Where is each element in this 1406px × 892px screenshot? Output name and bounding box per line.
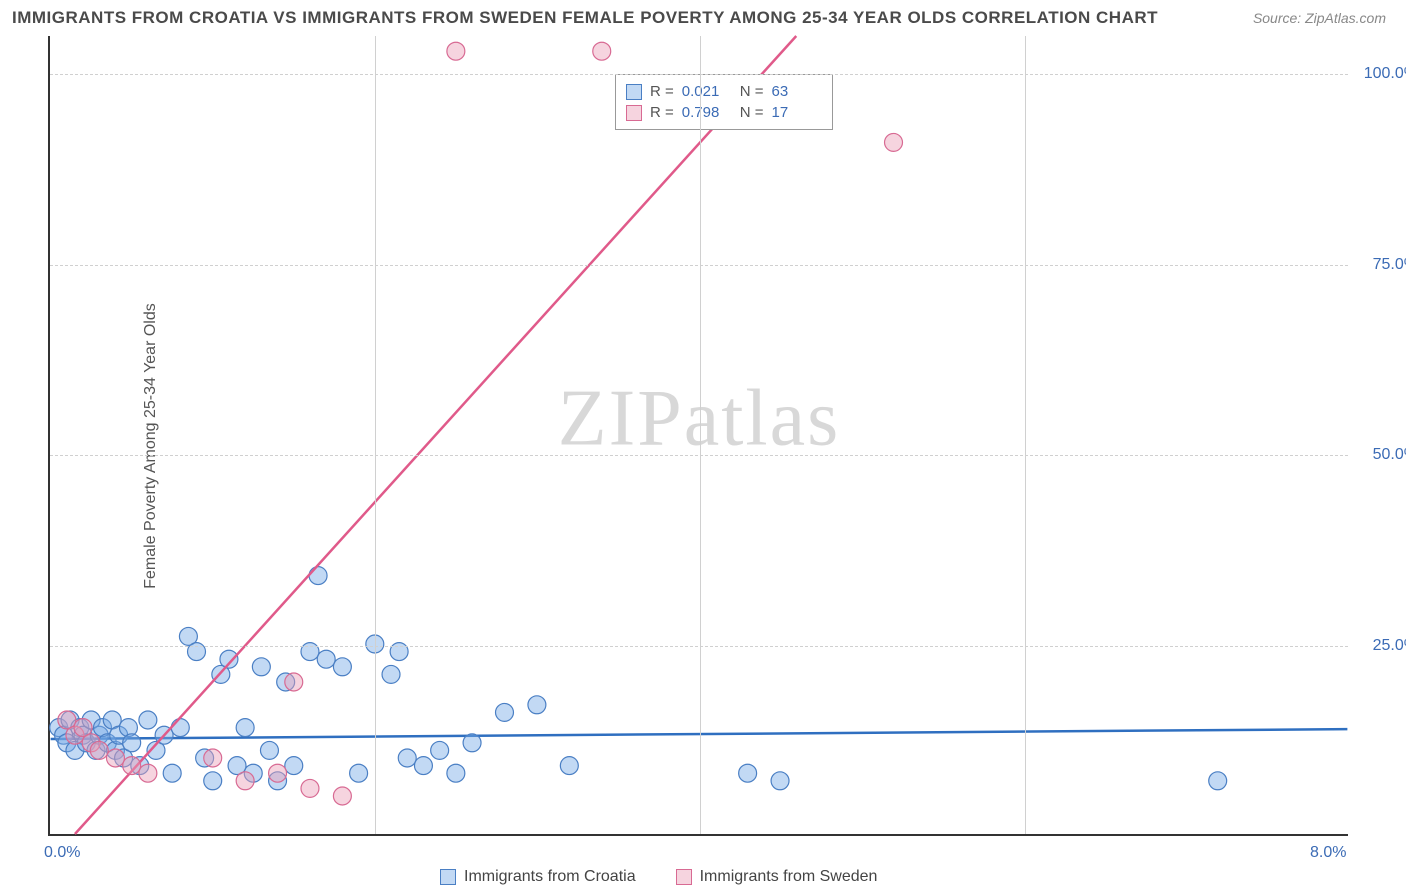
data-point[interactable]	[260, 741, 278, 759]
bottom-legend-item: Immigrants from Croatia	[440, 868, 636, 886]
legend-stats-box: R = 0.021 N = 63 R = 0.798 N = 17	[615, 74, 833, 130]
data-point[interactable]	[301, 779, 319, 797]
legend-stats-row: R = 0.798 N = 17	[626, 102, 822, 123]
gridline-vertical	[1025, 36, 1026, 834]
data-point[interactable]	[123, 757, 141, 775]
legend-swatch	[440, 869, 456, 885]
data-point[interactable]	[106, 749, 124, 767]
data-point[interactable]	[739, 764, 757, 782]
bottom-legend-item: Immigrants from Sweden	[676, 868, 878, 886]
y-tick-label: 25.0%	[1358, 637, 1406, 655]
data-point[interactable]	[382, 665, 400, 683]
data-point[interactable]	[333, 787, 351, 805]
legend-r-label: R =	[650, 83, 674, 100]
legend-swatch	[626, 105, 642, 121]
data-point[interactable]	[560, 757, 578, 775]
data-point[interactable]	[204, 749, 222, 767]
chart-svg	[50, 36, 1348, 834]
gridline-horizontal	[50, 455, 1348, 456]
legend-n-value: 63	[772, 83, 822, 100]
data-point[interactable]	[463, 734, 481, 752]
y-tick-label: 75.0%	[1358, 256, 1406, 274]
data-point[interactable]	[171, 719, 189, 737]
legend-swatch	[676, 869, 692, 885]
bottom-legend: Immigrants from Croatia Immigrants from S…	[440, 868, 877, 886]
bottom-legend-label: Immigrants from Sweden	[700, 868, 878, 886]
legend-swatch	[626, 84, 642, 100]
x-tick-label: 8.0%	[1310, 844, 1346, 862]
bottom-legend-label: Immigrants from Croatia	[464, 868, 636, 886]
data-point[interactable]	[309, 567, 327, 585]
legend-n-label: N =	[740, 83, 764, 100]
data-point[interactable]	[163, 764, 181, 782]
data-point[interactable]	[252, 658, 270, 676]
data-point[interactable]	[496, 703, 514, 721]
data-point[interactable]	[204, 772, 222, 790]
data-point[interactable]	[333, 658, 351, 676]
data-point[interactable]	[398, 749, 416, 767]
regression-line	[75, 36, 796, 834]
data-point[interactable]	[285, 757, 303, 775]
data-point[interactable]	[317, 650, 335, 668]
data-point[interactable]	[236, 719, 254, 737]
data-point[interactable]	[431, 741, 449, 759]
data-point[interactable]	[350, 764, 368, 782]
data-point[interactable]	[269, 764, 287, 782]
data-point[interactable]	[771, 772, 789, 790]
data-point[interactable]	[414, 757, 432, 775]
data-point[interactable]	[593, 42, 611, 60]
chart-title: IMMIGRANTS FROM CROATIA VS IMMIGRANTS FR…	[12, 8, 1158, 28]
data-point[interactable]	[123, 734, 141, 752]
data-point[interactable]	[285, 673, 303, 691]
data-point[interactable]	[1209, 772, 1227, 790]
gridline-vertical	[700, 36, 701, 834]
x-tick-label: 0.0%	[44, 844, 80, 862]
data-point[interactable]	[90, 741, 108, 759]
legend-stats-row: R = 0.021 N = 63	[626, 81, 822, 102]
data-point[interactable]	[139, 711, 157, 729]
legend-r-label: R =	[650, 104, 674, 121]
gridline-horizontal	[50, 74, 1348, 75]
y-tick-label: 50.0%	[1358, 446, 1406, 464]
gridline-horizontal	[50, 265, 1348, 266]
data-point[interactable]	[236, 772, 254, 790]
plot-area: ZIPatlas R =0.021N =63R =0.798N =17 25.0…	[48, 36, 1348, 836]
data-point[interactable]	[447, 764, 465, 782]
legend-n-label: N =	[740, 104, 764, 121]
source-label: Source: ZipAtlas.com	[1253, 10, 1386, 26]
data-point[interactable]	[885, 133, 903, 151]
legend-r-value: 0.021	[682, 83, 732, 100]
data-point[interactable]	[528, 696, 546, 714]
data-point[interactable]	[139, 764, 157, 782]
legend-n-value: 17	[772, 104, 822, 121]
gridline-vertical	[375, 36, 376, 834]
gridline-horizontal	[50, 646, 1348, 647]
legend-r-value: 0.798	[682, 104, 732, 121]
data-point[interactable]	[447, 42, 465, 60]
y-tick-label: 100.0%	[1358, 65, 1406, 83]
